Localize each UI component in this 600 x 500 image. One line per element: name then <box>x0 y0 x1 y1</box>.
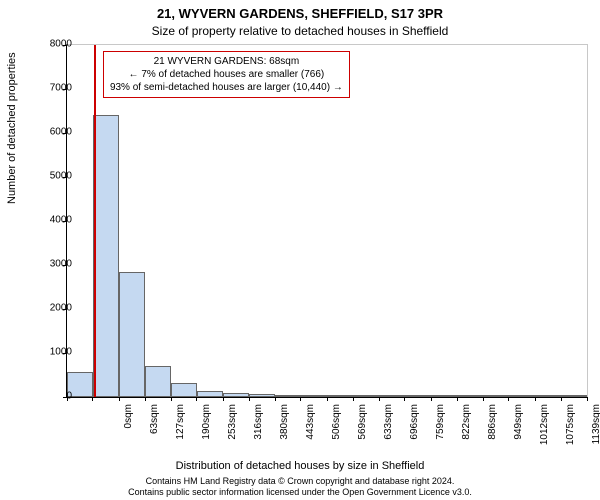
x-tick-label: 190sqm <box>201 404 212 464</box>
histogram-bar <box>561 395 587 397</box>
x-tick-label: 443sqm <box>305 404 316 464</box>
x-tick-label: 380sqm <box>279 404 290 464</box>
footer-line-1: Contains HM Land Registry data © Crown c… <box>146 476 455 486</box>
y-tick-label: 7000 <box>50 83 72 94</box>
y-tick-label: 2000 <box>50 303 72 314</box>
callout-line-2: ← 7% of detached houses are smaller (766… <box>110 68 343 81</box>
x-tick <box>145 397 146 401</box>
histogram-bar <box>509 395 535 397</box>
x-tick <box>300 397 301 401</box>
histogram-bar <box>327 395 353 397</box>
histogram-bar <box>457 395 483 397</box>
x-tick-label: 633sqm <box>383 404 394 464</box>
x-tick <box>119 397 120 401</box>
y-tick-label: 6000 <box>50 127 72 138</box>
x-tick-label: 1075sqm <box>565 404 576 464</box>
histogram-bar <box>249 394 275 397</box>
x-tick <box>483 397 484 401</box>
page-title: 21, WYVERN GARDENS, SHEFFIELD, S17 3PR <box>0 6 600 21</box>
histogram-bar <box>353 395 379 397</box>
chart-container: 21, WYVERN GARDENS, SHEFFIELD, S17 3PR S… <box>0 0 600 500</box>
x-tick <box>561 397 562 401</box>
histogram-bar <box>535 395 561 397</box>
x-tick <box>223 397 224 401</box>
histogram-bar <box>483 395 509 397</box>
x-tick <box>92 397 93 401</box>
x-tick <box>353 397 354 401</box>
x-tick-label: 949sqm <box>513 404 524 464</box>
callout-line-1: 21 WYVERN GARDENS: 68sqm <box>110 55 343 68</box>
x-tick <box>431 397 432 401</box>
property-callout: 21 WYVERN GARDENS: 68sqm ← 7% of detache… <box>103 51 350 98</box>
x-tick <box>196 397 197 401</box>
x-tick-label: 759sqm <box>435 404 446 464</box>
histogram-bar <box>119 272 145 397</box>
histogram-bar <box>301 395 327 397</box>
footer-line-2: Contains public sector information licen… <box>128 487 472 497</box>
x-tick <box>275 397 276 401</box>
x-tick-label: 569sqm <box>357 404 368 464</box>
x-tick-label: 1012sqm <box>539 404 550 464</box>
x-tick-label: 0sqm <box>123 404 134 464</box>
x-tick-label: 506sqm <box>331 404 342 464</box>
y-tick-label: 0 <box>66 391 72 402</box>
histogram-bar <box>431 395 457 397</box>
x-tick-label: 886sqm <box>487 404 498 464</box>
x-tick-label: 696sqm <box>409 404 420 464</box>
histogram-bar <box>405 395 431 397</box>
callout-line-3: 93% of semi-detached houses are larger (… <box>110 81 343 94</box>
x-tick-label: 1139sqm <box>591 404 600 464</box>
x-tick <box>171 397 172 401</box>
property-marker-line <box>94 45 96 397</box>
x-tick <box>327 397 328 401</box>
x-tick-label: 63sqm <box>149 404 160 464</box>
y-axis-label: Number of detached properties <box>6 52 18 204</box>
y-tick-label: 8000 <box>50 39 72 50</box>
y-tick-label: 1000 <box>50 347 72 358</box>
histogram-bar <box>145 366 171 397</box>
y-tick-label: 5000 <box>50 171 72 182</box>
x-tick-label: 822sqm <box>461 404 472 464</box>
histogram-bar <box>171 383 197 397</box>
x-tick <box>379 397 380 401</box>
page-subtitle: Size of property relative to detached ho… <box>0 24 600 38</box>
histogram-bar <box>93 115 119 397</box>
x-axis-label: Distribution of detached houses by size … <box>0 460 600 472</box>
x-tick-label: 127sqm <box>175 404 186 464</box>
x-tick <box>508 397 509 401</box>
histogram-bar <box>197 391 223 397</box>
histogram-bar <box>379 395 405 397</box>
histogram-bar <box>223 393 249 397</box>
x-tick <box>587 397 588 401</box>
histogram-plot: 21 WYVERN GARDENS: 68sqm ← 7% of detache… <box>66 44 588 398</box>
footer-attribution: Contains HM Land Registry data © Crown c… <box>0 476 600 498</box>
x-tick <box>404 397 405 401</box>
y-tick-label: 4000 <box>50 215 72 226</box>
histogram-bar <box>275 395 301 397</box>
x-tick-label: 253sqm <box>227 404 238 464</box>
x-tick <box>535 397 536 401</box>
x-tick <box>457 397 458 401</box>
x-tick <box>249 397 250 401</box>
x-tick-label: 316sqm <box>253 404 264 464</box>
y-tick-label: 3000 <box>50 259 72 270</box>
